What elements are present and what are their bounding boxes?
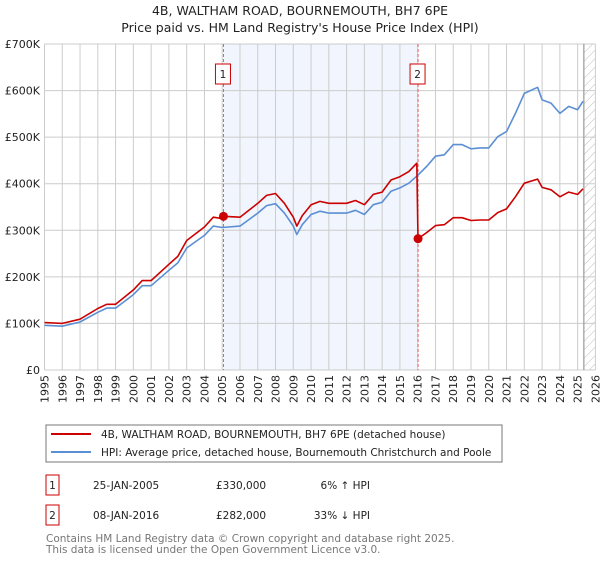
legend-label-property: 4B, WALTHAM ROAD, BOURNEMOUTH, BH7 6PE (… <box>101 429 445 441</box>
sale-date: 25-JAN-2005 <box>93 480 159 492</box>
sale-id: 1 <box>49 480 56 492</box>
sale-hpi-change: 33% ↓ HPI <box>314 510 370 522</box>
sale-price: £282,000 <box>216 510 266 522</box>
y-tick-label: £300K <box>5 224 41 237</box>
x-tick-label: 2015 <box>394 375 407 403</box>
footer-copyright: Contains HM Land Registry data © Crown c… <box>46 533 454 545</box>
sale-marker-box <box>214 63 231 85</box>
sale-marker-label: 1 <box>220 69 227 81</box>
x-tick-label: 2001 <box>145 375 158 403</box>
sale-marker-label: 2 <box>414 69 421 81</box>
forecast-hatch <box>583 44 596 370</box>
property-price-line <box>44 162 584 325</box>
sale-row-1: 1 25-JAN-2005 £330,000 6% ↑ HPI <box>45 474 370 496</box>
sale-period-shading <box>223 44 419 370</box>
x-tick-label: 2021 <box>501 375 514 403</box>
sale-price: £330,000 <box>216 480 266 492</box>
chart-subtitle: Price paid vs. HM Land Registry's House … <box>121 20 478 35</box>
y-tick-label: £400K <box>5 178 41 191</box>
x-tick-label: 2000 <box>127 375 140 403</box>
sale-row-2: 2 08-JAN-2016 £282,000 33% ↓ HPI <box>45 504 370 526</box>
x-tick-label: 2017 <box>429 375 442 403</box>
x-tick-label: 2002 <box>163 375 176 403</box>
x-tick-label: 2005 <box>216 375 229 403</box>
x-tick-label: 2025 <box>572 375 585 403</box>
x-tick-label: 2012 <box>341 375 354 403</box>
sale-hpi-change: 6% ↑ HPI <box>321 480 370 492</box>
x-tick-label: 1996 <box>56 375 69 403</box>
x-tick-label: 2014 <box>376 375 389 403</box>
sale-point <box>413 234 423 244</box>
x-tick-label: 2003 <box>181 375 194 403</box>
x-tick-label: 1999 <box>110 375 123 403</box>
y-tick-label: £700K <box>5 38 41 51</box>
x-tick-label: 2023 <box>536 375 549 403</box>
x-tick-label: 1998 <box>92 375 105 403</box>
legend: 4B, WALTHAM ROAD, BOURNEMOUTH, BH7 6PE (… <box>45 424 503 463</box>
x-tick-label: 2026 <box>589 375 600 403</box>
x-tick-label: 1995 <box>39 375 52 403</box>
x-tick-label: 2016 <box>412 375 425 403</box>
x-tick-label: 2008 <box>270 375 283 403</box>
x-tick-label: 2024 <box>554 375 567 403</box>
x-tick-label: 2004 <box>198 375 211 403</box>
x-tick-label: 2010 <box>305 375 318 403</box>
x-tick-label: 2011 <box>323 375 336 403</box>
y-tick-label: £100K <box>5 317 41 330</box>
hpi-line <box>44 86 584 327</box>
footer-licence: This data is licensed under the Open Gov… <box>45 544 381 556</box>
sale-date: 08-JAN-2016 <box>93 510 160 522</box>
sale-id: 2 <box>49 510 56 522</box>
x-tick-label: 2013 <box>358 375 371 403</box>
x-tick-label: 2006 <box>234 375 247 403</box>
y-tick-label: £200K <box>5 271 41 284</box>
x-tick-label: 2020 <box>483 375 496 403</box>
sale-point <box>218 211 228 221</box>
y-tick-label: £600K <box>5 85 41 98</box>
x-tick-label: 2019 <box>465 375 478 403</box>
x-tick-label: 2007 <box>252 375 265 403</box>
y-tick-label: £0 <box>26 364 40 377</box>
y-tick-label: £500K <box>5 131 41 144</box>
sale-marker-box <box>409 63 426 85</box>
x-tick-label: 2018 <box>447 375 460 403</box>
chart-title: 4B, WALTHAM ROAD, BOURNEMOUTH, BH7 6PE <box>152 3 448 18</box>
x-tick-label: 1997 <box>74 375 87 403</box>
legend-label-hpi: HPI: Average price, detached house, Bour… <box>101 447 491 459</box>
x-tick-label: 2022 <box>518 375 531 403</box>
x-tick-label: 2009 <box>287 375 300 403</box>
